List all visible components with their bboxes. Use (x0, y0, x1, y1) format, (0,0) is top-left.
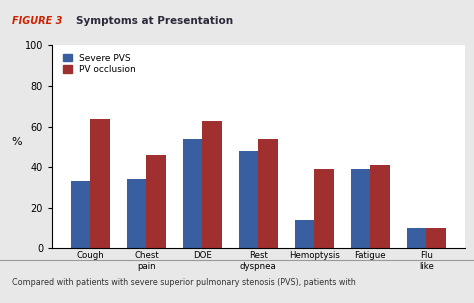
Legend: Severe PVS, PV occlusion: Severe PVS, PV occlusion (61, 52, 137, 76)
Text: Compared with patients with severe superior pulmonary stenosis (PVS), patients w: Compared with patients with severe super… (12, 278, 356, 287)
Bar (239, 151, 258, 248)
Bar (71, 181, 91, 248)
Bar (407, 228, 426, 248)
Bar (127, 179, 146, 248)
Bar (370, 165, 390, 248)
Bar (202, 121, 222, 248)
Bar (351, 169, 370, 248)
Text: Symptoms at Presentation: Symptoms at Presentation (76, 16, 233, 26)
Bar (183, 139, 202, 248)
Bar (258, 139, 278, 248)
Bar (426, 228, 446, 248)
Bar (295, 220, 314, 248)
Bar (314, 169, 334, 248)
Text: FIGURE 3: FIGURE 3 (12, 16, 62, 26)
Bar (91, 118, 110, 248)
Y-axis label: %: % (11, 137, 22, 147)
Bar (146, 155, 166, 248)
